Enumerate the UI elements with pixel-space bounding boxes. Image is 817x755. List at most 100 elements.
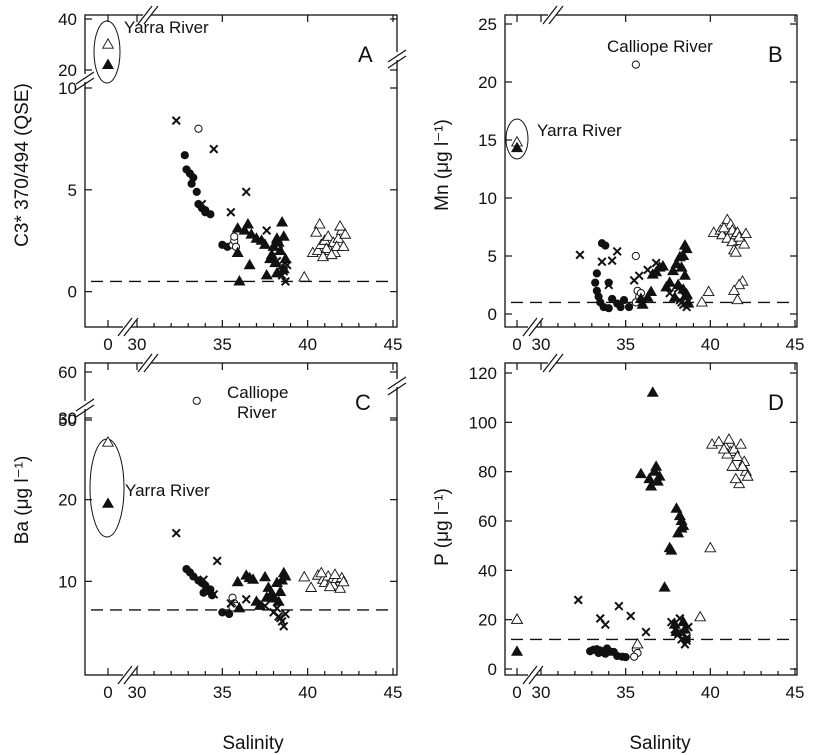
panel-a-point-circle-open — [230, 232, 239, 241]
panel-c-ybreak-left — [75, 398, 95, 418]
panel-b-point-triangle-open — [739, 227, 752, 239]
panel-c-point-triangle-filled — [258, 570, 272, 582]
panel-c-point-cross — [279, 621, 289, 631]
panel-d-xlabel: Salinity — [629, 733, 691, 754]
panel-a-point-triangle-filled — [269, 256, 282, 268]
panel-a-point-triangle-open — [310, 226, 323, 237]
panel-a-ytick-label: 5 — [68, 181, 77, 200]
panel-a-point-triangle-open — [339, 228, 352, 239]
panel-b-xtick-label: 40 — [701, 335, 720, 354]
panel-a-xtick-label: 35 — [213, 335, 232, 354]
panel-d-point-triangle-open — [694, 610, 707, 622]
panel-c-point-triangle-filled — [101, 497, 115, 508]
panel-a-point-triangle-filled — [231, 246, 244, 257]
panel-c-xbreak-bottom-gap — [123, 669, 131, 681]
panel-b-point-circle-filled — [616, 302, 625, 312]
panel-d-xbreak-bottom — [522, 665, 544, 685]
panel-c-point-triangle-filled — [274, 585, 287, 596]
panel-a-point-triangle-filled — [243, 258, 256, 270]
panel-d-xtick-label: 30 — [532, 683, 551, 702]
panel-a-point-triangle-open — [311, 244, 325, 255]
panel-b-point-triangle-filled — [667, 264, 680, 276]
panel-d-point-triangle-open — [722, 433, 736, 444]
panel-b-point-triangle-open — [738, 237, 751, 249]
panel-d-point-triangle-open — [731, 450, 744, 461]
panel-b-point-cross — [643, 265, 653, 275]
panel-b-point-triangle-filled — [656, 260, 669, 271]
panel-d-xtick-label: 35 — [616, 683, 635, 702]
panel-d-point-triangle-open — [736, 460, 749, 471]
panel-a-point-triangle-filled — [245, 228, 258, 239]
panel-b-point-circle-open — [631, 251, 640, 261]
panel-a-point-triangle-filled — [277, 230, 290, 241]
panel-d-plot: 0 30 35 40 45 0 20 40 60 80 100 120 — [469, 353, 804, 702]
panel-b-point-triangle-open — [729, 246, 742, 257]
panel-c-point-triangle-open — [304, 581, 318, 592]
panel-a-point-triangle-filled — [276, 215, 289, 227]
panel-b-point-triangle-filled — [645, 285, 658, 297]
panel-d-point-triangle-filled — [670, 502, 683, 513]
panel-b-yarra-ellipse — [505, 118, 529, 160]
panel-d-point-triangle-filled — [672, 526, 685, 538]
panel-b-point-circle-filled — [624, 302, 634, 312]
panel-a-point-triangle-filled — [260, 268, 273, 280]
panel-a-xbreak-top — [137, 5, 159, 25]
panel-d-point-cross — [600, 620, 610, 630]
panel-b-annotation-calliope: Calliope River — [607, 37, 713, 56]
panel-d-point-triangle-filled — [643, 472, 656, 484]
panel-b-xbreak-top-gap — [548, 9, 556, 21]
panel-c-annotation-calliope: Calliope — [227, 383, 288, 402]
panel-c-xtick-label: 40 — [298, 683, 317, 702]
panel-d-point-triangle-open — [729, 472, 742, 484]
panel-d-ylabel: P (μg l⁻¹) — [432, 488, 453, 566]
panel-d-point-circle-filled — [601, 649, 610, 658]
panel-d-letter: D — [768, 390, 784, 415]
panel-b-point-cross — [597, 257, 607, 267]
panel-d-point-triangle-open — [734, 438, 747, 449]
panel-d-point-triangle-open — [712, 435, 725, 447]
panel-a-point-triangle-filled — [101, 58, 115, 69]
panel-d-point-triangle-filled — [678, 623, 691, 634]
panel-b-plot: 0 30 35 40 45 0 5 10 15 20 25 — [478, 5, 804, 354]
panel-a-point-triangle-open — [316, 250, 330, 262]
panel-d-point-circle-filled — [621, 653, 630, 662]
panel-b-point-triangle-filled — [636, 298, 649, 309]
panel-a-xtick-label: 40 — [298, 335, 317, 354]
panel-b-point-circle-open — [631, 60, 640, 69]
panel-c-xbreak-top-gap — [143, 357, 151, 369]
panel-a-ytick-label: 20 — [58, 61, 77, 80]
panel-d-point-cross — [573, 595, 583, 605]
panel-c-point-triangle-filled — [272, 595, 285, 606]
panel-b-xtick-label: 30 — [532, 335, 551, 354]
panel-d-point-circle-filled — [594, 648, 603, 658]
panel-b-point-triangle-open — [695, 295, 708, 307]
panel-a-xbreak-bottom-gap — [123, 321, 131, 333]
panel-b-point-triangle-filled — [641, 291, 654, 302]
panel-a-point-cross — [280, 276, 290, 286]
panel-b-xtick-label: 35 — [616, 335, 635, 354]
panel-b-point-cross — [575, 250, 585, 260]
panel-d-point-triangle-open — [631, 637, 644, 649]
panel-d: P (μg l⁻¹) D 0 30 35 40 45 0 20 40 60 80 100 120 Sa… — [432, 353, 804, 754]
panel-b-point-circle-filled — [597, 239, 607, 248]
panel-a-xbreak-bottom — [117, 317, 139, 337]
panel-d-point-cross — [682, 633, 692, 643]
panel-d-xtick-label: 40 — [701, 683, 720, 702]
panel-c-point-triangle-filled — [233, 601, 246, 613]
panel-d-point-triangle-open — [704, 541, 717, 553]
panel-b-point-triangle-filled — [510, 141, 524, 153]
panel-c-ylabel: Ba (μg l⁻¹) — [12, 456, 33, 545]
panel-d-frame — [504, 362, 798, 676]
panel-b-point-triangle-filled — [668, 291, 681, 302]
panel-d-point-cross — [626, 611, 636, 621]
panel-a-point-cross — [209, 144, 219, 154]
panel-c-yarra-ellipse — [89, 438, 125, 538]
panel-b-point-triangle-filled — [677, 249, 690, 261]
panel-c-point-triangle-open — [101, 435, 115, 447]
panel-a-point-triangle-filled — [258, 238, 272, 249]
panel-b-point-triangle-filled — [680, 242, 693, 254]
panel-a-point-triangle-filled — [272, 236, 285, 247]
